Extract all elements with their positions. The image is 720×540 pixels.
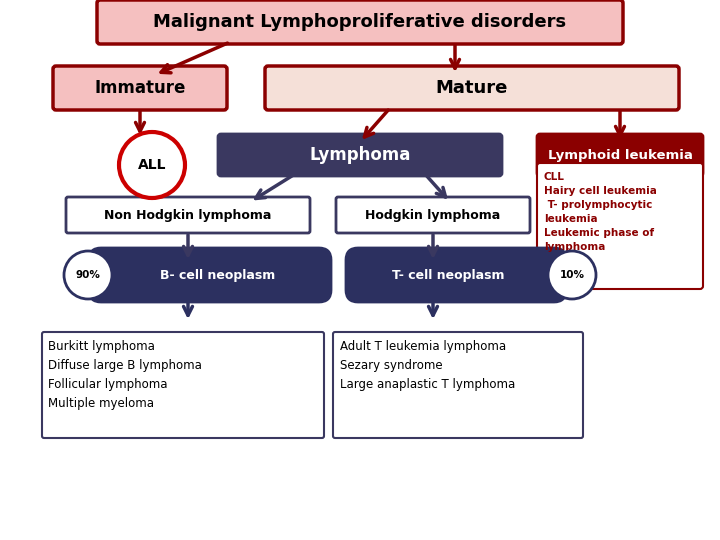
- Text: T- cell neoplasm: T- cell neoplasm: [392, 268, 504, 281]
- FancyBboxPatch shape: [265, 66, 679, 110]
- FancyBboxPatch shape: [537, 163, 703, 289]
- FancyBboxPatch shape: [66, 197, 310, 233]
- Text: CLL
Hairy cell leukemia
 T- prolymphocytic
leukemia
Leukemic phase of
lymphoma: CLL Hairy cell leukemia T- prolymphocyti…: [544, 172, 657, 252]
- Text: 10%: 10%: [559, 270, 585, 280]
- FancyBboxPatch shape: [218, 134, 502, 176]
- Text: Mature: Mature: [436, 79, 508, 97]
- Circle shape: [64, 251, 112, 299]
- FancyBboxPatch shape: [346, 248, 566, 302]
- FancyBboxPatch shape: [336, 197, 530, 233]
- Text: Malignant Lymphoproliferative disorders: Malignant Lymphoproliferative disorders: [153, 13, 567, 31]
- Circle shape: [548, 251, 596, 299]
- Circle shape: [119, 132, 185, 198]
- FancyBboxPatch shape: [42, 332, 324, 438]
- FancyBboxPatch shape: [333, 332, 583, 438]
- Text: B- cell neoplasm: B- cell neoplasm: [161, 268, 276, 281]
- Text: 90%: 90%: [76, 270, 100, 280]
- Text: Hodgkin lymphoma: Hodgkin lymphoma: [365, 208, 500, 221]
- Text: Adult T leukemia lymphoma
Sezary syndrome
Large anaplastic T lymphoma: Adult T leukemia lymphoma Sezary syndrom…: [340, 340, 516, 391]
- FancyBboxPatch shape: [53, 66, 227, 110]
- Text: Non Hodgkin lymphoma: Non Hodgkin lymphoma: [104, 208, 271, 221]
- Text: Lymphoma: Lymphoma: [310, 146, 410, 164]
- FancyBboxPatch shape: [537, 134, 703, 176]
- Text: Burkitt lymphoma
Diffuse large B lymphoma
Follicular lymphoma
Multiple myeloma: Burkitt lymphoma Diffuse large B lymphom…: [48, 340, 202, 410]
- FancyBboxPatch shape: [97, 0, 623, 44]
- Text: Immature: Immature: [94, 79, 186, 97]
- FancyBboxPatch shape: [89, 248, 331, 302]
- Text: Lymphoid leukemia: Lymphoid leukemia: [548, 148, 693, 161]
- Text: ALL: ALL: [138, 158, 166, 172]
